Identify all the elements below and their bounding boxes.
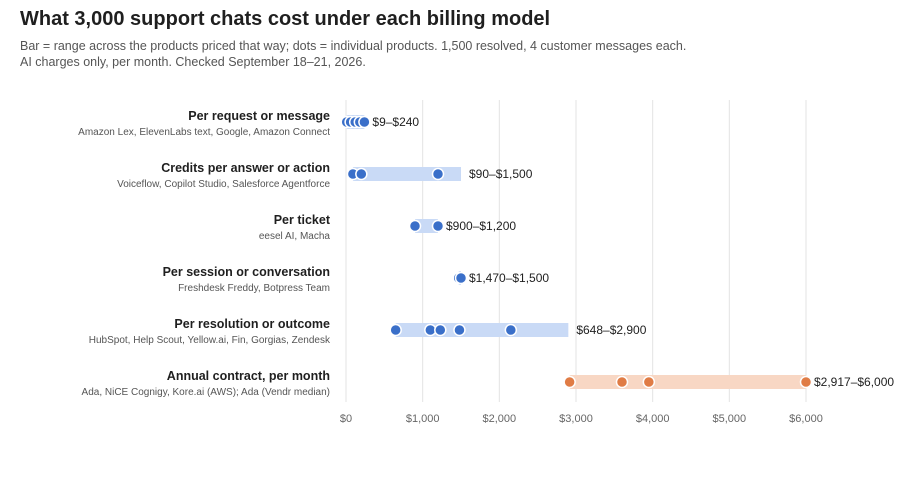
x-tick-label: $2,000 (483, 413, 517, 425)
product-dot (504, 323, 518, 337)
x-tick-label: $6,000 (789, 413, 823, 425)
product-dot (799, 375, 813, 389)
category-label: Per resolution or outcome (174, 317, 330, 331)
chart-row: Per session or conversation Freshdesk Fre… (163, 265, 550, 294)
range-bar (415, 219, 438, 233)
category-label: Per request or message (188, 109, 330, 123)
chart-row: Annual contract, per month Ada, NiCE Cogn… (82, 369, 895, 398)
product-dot (434, 323, 447, 337)
category-products: eesel AI, Macha (259, 231, 331, 242)
subtitle-line-1: Bar = range across the products priced t… (20, 39, 687, 53)
product-dot (563, 375, 576, 389)
product-dot (431, 167, 445, 181)
range-value-label: $900–$1,200 (446, 219, 516, 233)
category-products: HubSpot, Help Scout, Yellow.ai, Fin, Gor… (89, 335, 331, 346)
product-dot (389, 323, 402, 337)
chart-subtitle: Bar = range across the products priced t… (20, 38, 686, 70)
x-tick-label: $1,000 (406, 413, 440, 425)
category-label: Credits per answer or action (161, 161, 330, 175)
range-value-label: $648–$2,900 (576, 323, 646, 337)
range-value-label: $1,470–$1,500 (469, 271, 549, 285)
category-products: Voiceflow, Copilot Studio, Salesforce Ag… (117, 179, 330, 190)
range-bar (395, 323, 569, 337)
product-dot (454, 271, 468, 285)
subtitle-line-2: AI charges only, per month. Checked Sept… (20, 55, 366, 69)
chart-row: Per request or message Amazon Lex, Eleven… (78, 109, 419, 138)
range-value-label: $2,917–$6,000 (814, 375, 894, 389)
product-dot (453, 323, 466, 337)
product-dot (358, 115, 371, 129)
x-tick-label: $5,000 (713, 413, 747, 425)
category-products: Ada, NiCE Cognigy, Kore.ai (AWS); Ada (V… (82, 387, 330, 398)
x-axis-ticks: $0 $1,000 $2,000 $3,000 $4,000 $5,000 $6,000 (340, 413, 823, 425)
product-dot (431, 219, 445, 233)
x-tick-label: $4,000 (636, 413, 670, 425)
category-products: Amazon Lex, ElevenLabs text, Google, Ama… (78, 127, 330, 138)
chart-title: What 3,000 support chats cost under each… (20, 8, 551, 30)
chart-row: Per ticket eesel AI, Macha $900–$1,200 (259, 213, 517, 242)
range-bar (352, 167, 461, 181)
product-dot (615, 375, 629, 389)
product-dot (408, 219, 422, 233)
x-tick-label: $0 (340, 413, 352, 425)
range-bar (569, 375, 806, 389)
category-products: Freshdesk Freddy, Botpress Team (178, 283, 330, 294)
chart-row: Credits per answer or action Voiceflow, C… (117, 161, 533, 190)
chart-row: Per resolution or outcome HubSpot, Help S… (89, 317, 647, 346)
gridlines (345, 100, 807, 402)
product-dot (355, 167, 368, 181)
range-value-label: $9–$240 (372, 115, 419, 129)
category-label: Per ticket (274, 213, 331, 227)
x-tick-label: $3,000 (559, 413, 593, 425)
product-dot (642, 375, 656, 389)
category-label: Annual contract, per month (167, 369, 330, 383)
range-value-label: $90–$1,500 (469, 167, 533, 181)
category-label: Per session or conversation (163, 265, 330, 279)
